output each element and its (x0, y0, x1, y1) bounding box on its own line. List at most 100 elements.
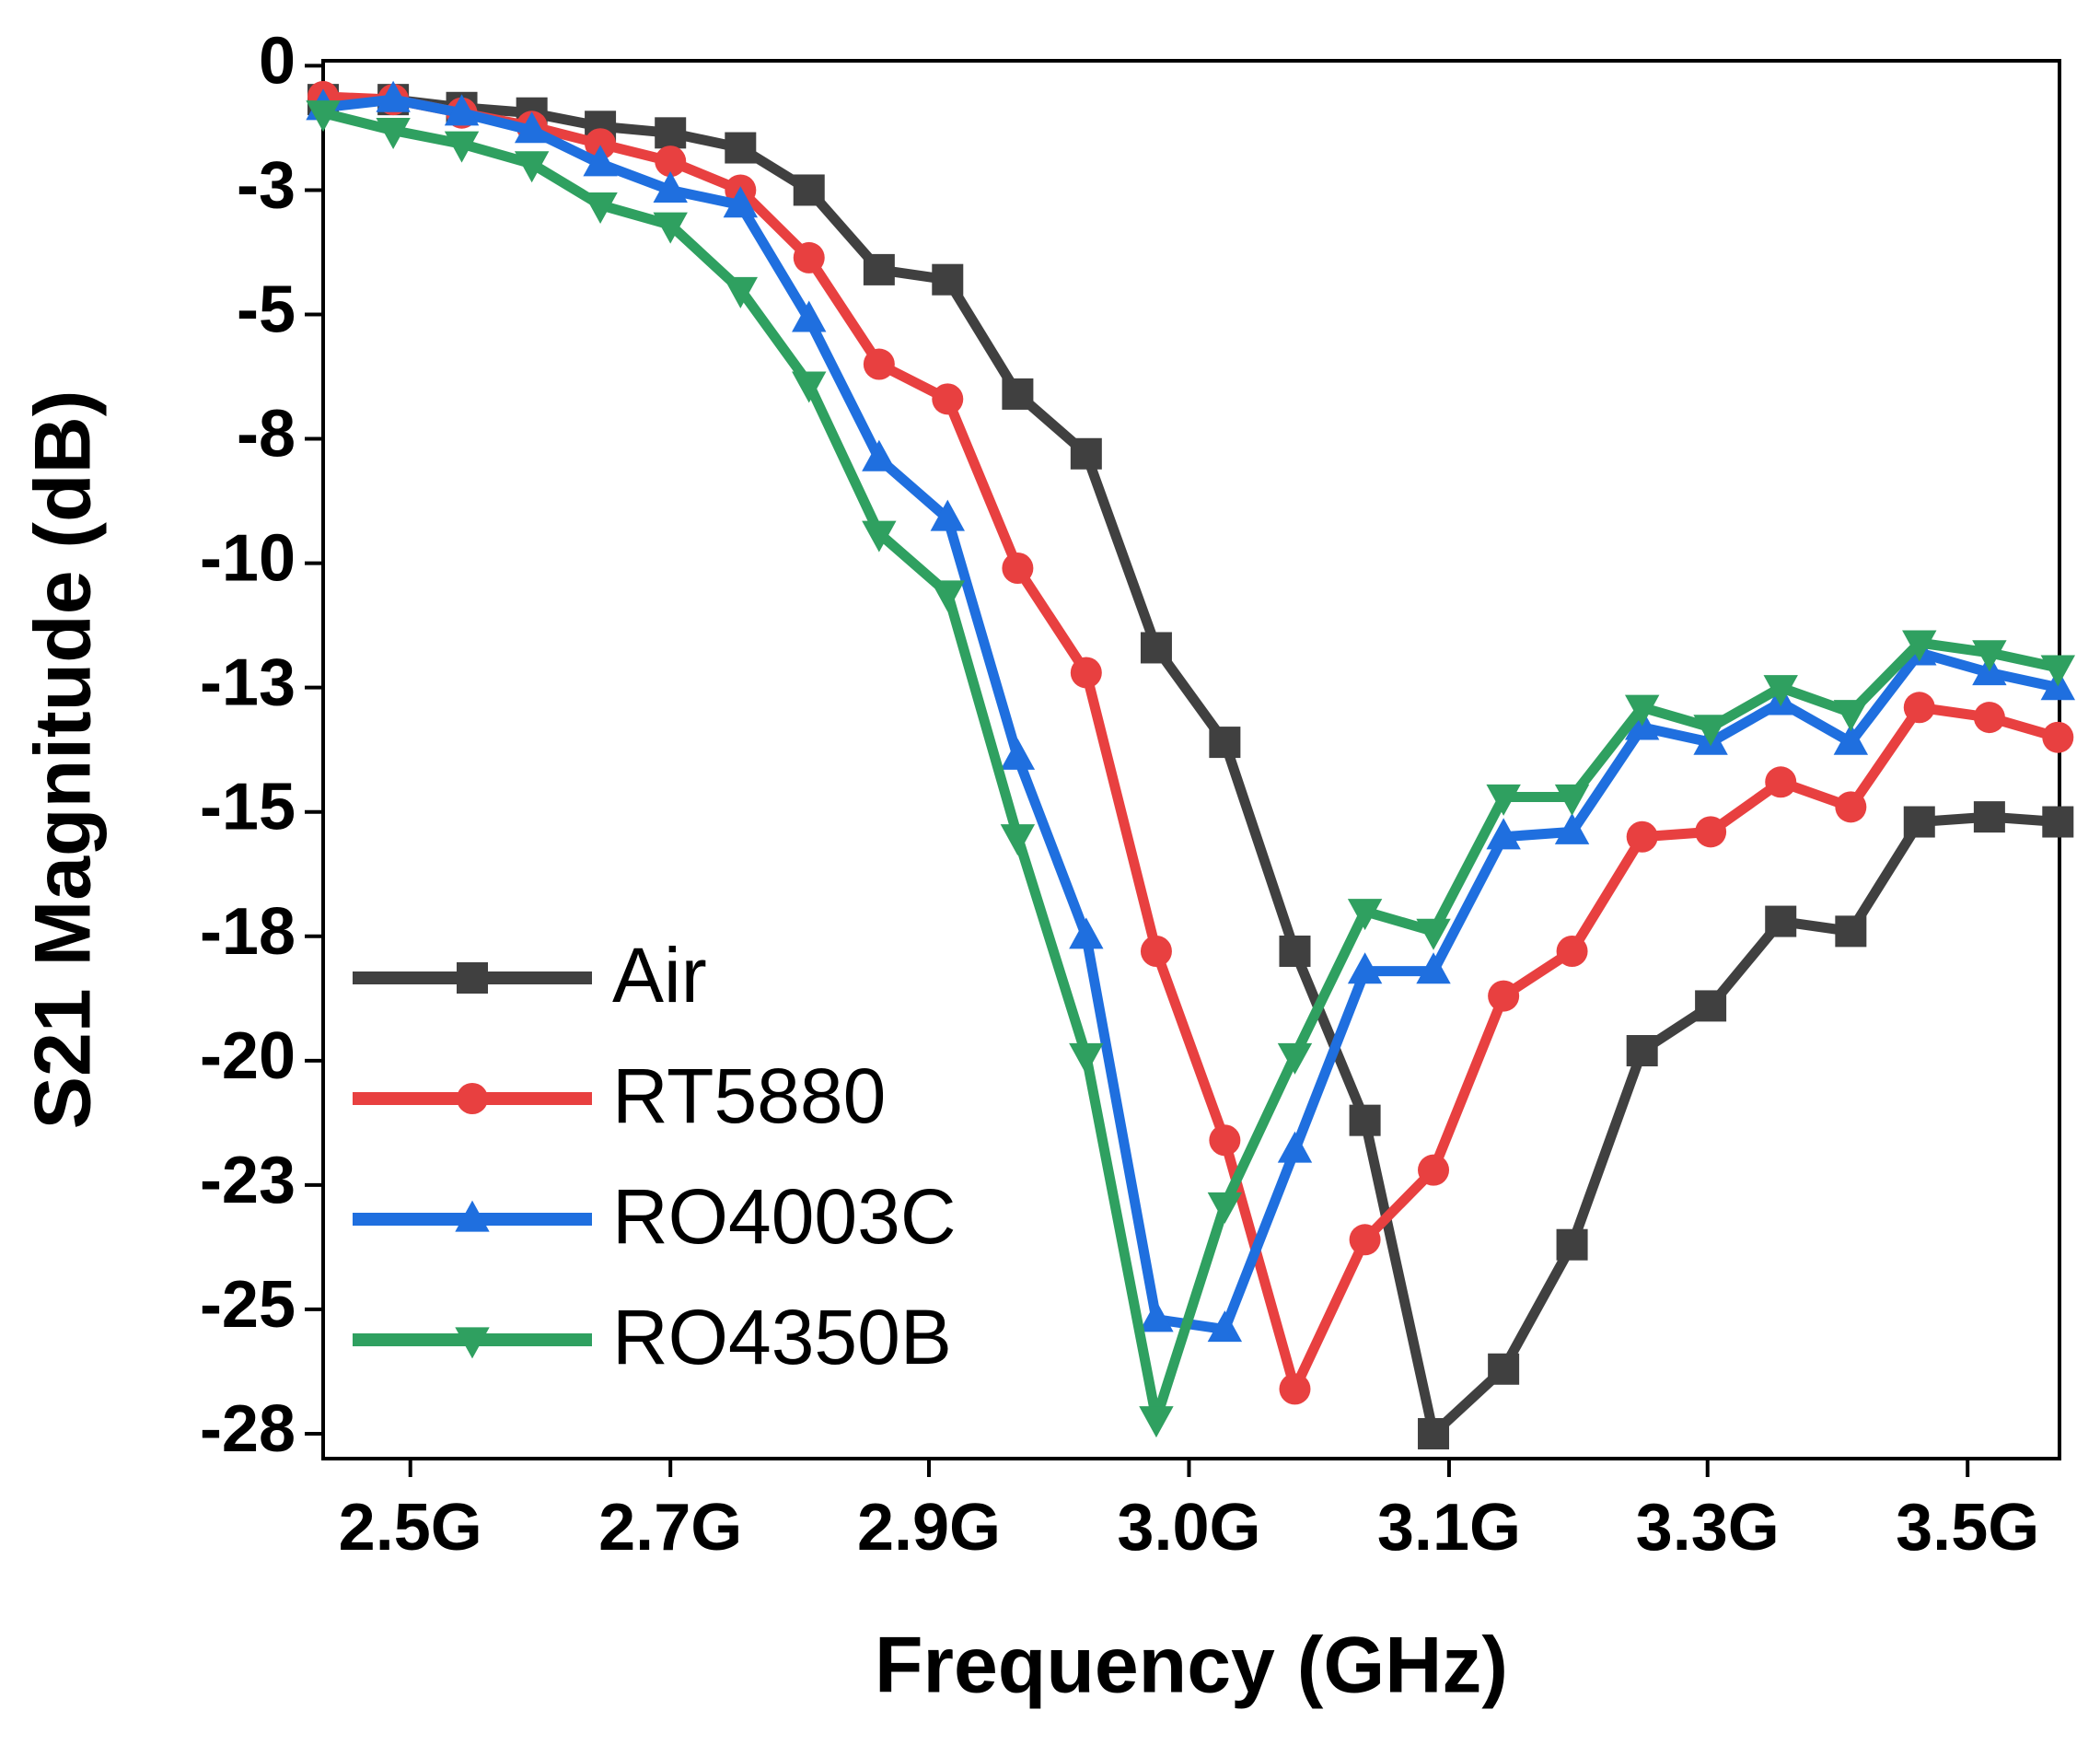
data-point (514, 111, 550, 144)
y-tick-label: -5 (237, 273, 296, 347)
data-point (932, 263, 964, 296)
data-point (1349, 1104, 1381, 1136)
data-point (1207, 1310, 1243, 1343)
x-tick-label: 2.7G (598, 1491, 742, 1565)
data-point (1070, 657, 1102, 689)
data-point (1833, 723, 1869, 755)
data-point (1139, 1406, 1174, 1438)
data-point (725, 132, 757, 164)
data-point (1556, 1228, 1588, 1261)
data-point (930, 580, 965, 612)
data-point (1347, 899, 1383, 931)
data-point (862, 520, 897, 553)
legend-marker (457, 1083, 488, 1114)
data-point (932, 383, 964, 415)
data-point (306, 100, 341, 133)
data-point (1556, 935, 1588, 967)
data-point (1554, 784, 1590, 816)
data-point (1626, 820, 1658, 853)
data-point (514, 151, 550, 183)
data-point (723, 276, 759, 308)
data-point (793, 241, 825, 273)
data-point (1835, 791, 1867, 823)
data-point (1416, 952, 1451, 984)
data-point (1554, 812, 1590, 844)
x-tick-label: 2.9G (857, 1491, 1001, 1565)
data-point (1070, 437, 1102, 470)
x-tick-label: 3.3G (1636, 1491, 1780, 1565)
data-point (376, 80, 411, 112)
data-point (585, 128, 617, 160)
data-point (1139, 1300, 1174, 1332)
y-tick-label: -18 (200, 895, 296, 969)
data-point (862, 439, 897, 471)
data-point (1695, 990, 1727, 1022)
data-point (1695, 816, 1727, 848)
data-point (1418, 1154, 1450, 1186)
data-point (1209, 1124, 1241, 1157)
data-point (1000, 824, 1036, 856)
series-line (323, 94, 2059, 1439)
data-point (1626, 1035, 1658, 1067)
data-point (1973, 801, 2005, 833)
data-point (1488, 1353, 1520, 1385)
data-point (655, 117, 687, 149)
data-point (1486, 784, 1521, 816)
x-tick-label: 3.5G (1896, 1491, 2039, 1565)
series-line (322, 94, 2059, 1335)
data-point (1000, 738, 1036, 770)
data-point (863, 253, 895, 285)
data-point (1693, 715, 1728, 747)
data-point (793, 174, 825, 206)
data-point (1765, 905, 1797, 937)
data-point (1418, 1417, 1450, 1449)
legend-marker (455, 1327, 490, 1359)
data-point (1416, 918, 1451, 950)
y-tick-label: -25 (200, 1268, 296, 1342)
data-point (930, 499, 965, 531)
data-point (1347, 952, 1383, 984)
data-point (1349, 1224, 1381, 1256)
data-point (1069, 917, 1104, 949)
data-point (1279, 1373, 1311, 1405)
plot-frame (321, 59, 2061, 1460)
data-point (1002, 378, 1034, 410)
y-tick-label: 0 (259, 24, 296, 98)
y-tick-label: -20 (200, 1019, 296, 1093)
x-tick-label: 3.0G (1117, 1491, 1260, 1565)
data-point (653, 212, 688, 244)
data-point (1902, 630, 1937, 662)
data-point (1279, 935, 1311, 967)
legend-marker (457, 962, 488, 994)
legend-label: Air (612, 932, 707, 1018)
data-point (1277, 1042, 1313, 1075)
data-point (792, 300, 827, 332)
data-point (1903, 806, 1935, 838)
data-point (655, 145, 687, 178)
data-point (1972, 640, 2007, 672)
data-point (1209, 727, 1241, 759)
data-point (1624, 694, 1660, 727)
y-tick-label: -3 (237, 148, 296, 222)
data-point (1833, 700, 1869, 732)
y-tick-label: -15 (200, 771, 296, 844)
y-tick-label: -13 (200, 646, 296, 720)
x-axis-title: Frequency (GHz) (875, 1622, 1508, 1710)
x-tick-label: 3.1G (1377, 1491, 1521, 1565)
data-point (2040, 655, 2076, 687)
data-point (1277, 1131, 1313, 1163)
series-line (322, 91, 2059, 1394)
x-tick-label: 2.5G (339, 1491, 482, 1565)
data-point (1486, 818, 1521, 850)
legend-marker (455, 1200, 490, 1232)
data-point (2042, 721, 2074, 753)
data-point (2042, 806, 2074, 838)
data-point (1069, 1042, 1104, 1075)
data-point (792, 371, 827, 403)
legend-label: RO4350B (612, 1294, 952, 1380)
legend-label: RT5880 (612, 1053, 886, 1139)
data-point (723, 186, 759, 218)
data-point (863, 348, 895, 380)
data-point (1140, 632, 1172, 664)
